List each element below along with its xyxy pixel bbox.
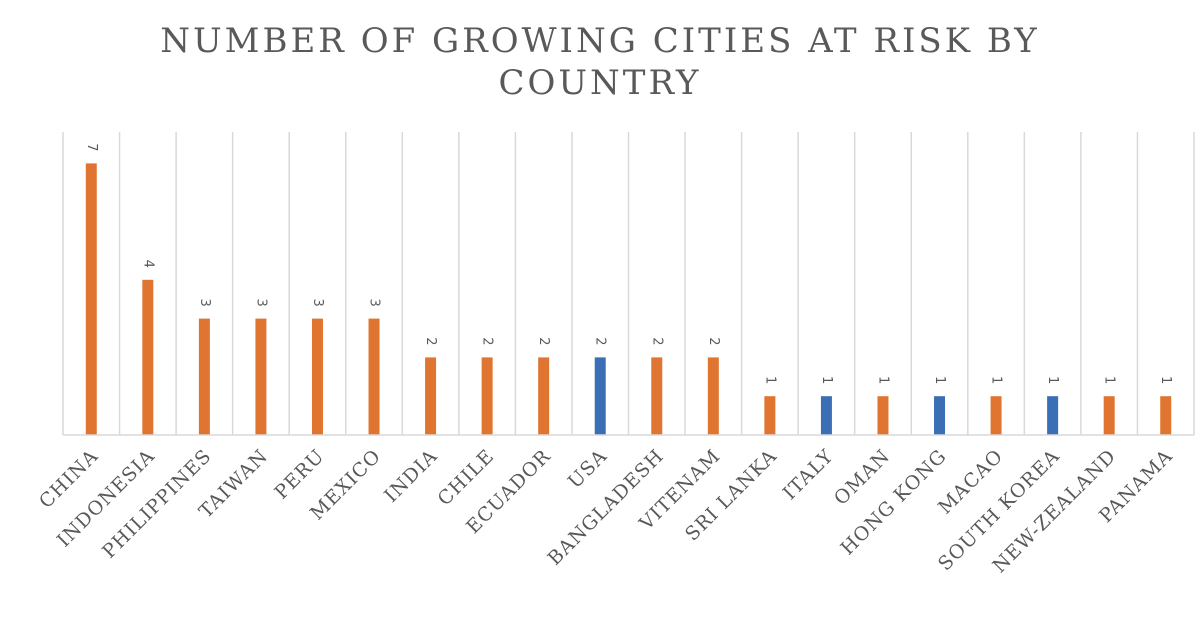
bar: [255, 318, 267, 435]
bar: [368, 318, 380, 435]
data-label: 2: [423, 337, 438, 345]
gridlines: [62, 132, 1195, 435]
bar: [707, 357, 719, 435]
bars: [85, 163, 1172, 435]
bar: [538, 357, 550, 435]
data-label: 2: [706, 337, 721, 345]
data-label: 2: [593, 337, 608, 345]
x-tick-label: USA: [564, 445, 612, 493]
x-tick-label: INDONESIA: [53, 445, 160, 552]
bar: [311, 318, 323, 435]
bar: [651, 357, 663, 435]
data-label: 1: [819, 376, 834, 384]
bar: [425, 357, 437, 435]
bar: [764, 396, 776, 435]
bar: [1047, 396, 1059, 435]
data-label: 2: [649, 337, 664, 345]
data-label: 3: [310, 298, 325, 306]
bar: [1103, 396, 1115, 435]
x-tick-labels: CHINAINDONESIAPHILIPPINESTAIWANPERUMEXIC…: [35, 445, 1177, 577]
data-label: 1: [1102, 376, 1117, 384]
bar: [481, 357, 493, 435]
chart-title-line1: NUMBER OF GROWING CITIES AT RISK BY: [160, 21, 1040, 61]
data-label: 1: [1158, 376, 1173, 384]
bar: [820, 396, 832, 435]
data-label: 4: [140, 260, 155, 268]
data-label: 3: [197, 298, 212, 306]
data-label: 7: [84, 143, 99, 151]
bar: [85, 163, 97, 435]
data-label: 2: [480, 337, 495, 345]
data-label: 1: [989, 376, 1004, 384]
bar: [990, 396, 1002, 435]
chart-title-line2: COUNTRY: [498, 63, 702, 103]
x-tick-label: ITALY: [779, 445, 838, 504]
data-label: 3: [367, 298, 382, 306]
data-label: 1: [762, 376, 777, 384]
data-label: 1: [875, 376, 890, 384]
data-labels: 7 4 3 3 3 3 2 2 2 2 2 2 1 1 1 1 1 1 1 1: [84, 143, 1173, 384]
x-tick-label: INDIA: [380, 445, 442, 507]
bar: [1160, 396, 1172, 435]
bar: [142, 279, 154, 435]
data-label: 1: [932, 376, 947, 384]
chart-title: NUMBER OF GROWING CITIES AT RISK BY COUN…: [0, 20, 1200, 104]
bar: [934, 396, 946, 435]
data-label: 1: [1045, 376, 1060, 384]
data-label: 3: [253, 298, 268, 306]
bar: [198, 318, 210, 435]
bar: [877, 396, 889, 435]
bar: [594, 357, 606, 435]
data-label: 2: [536, 337, 551, 345]
